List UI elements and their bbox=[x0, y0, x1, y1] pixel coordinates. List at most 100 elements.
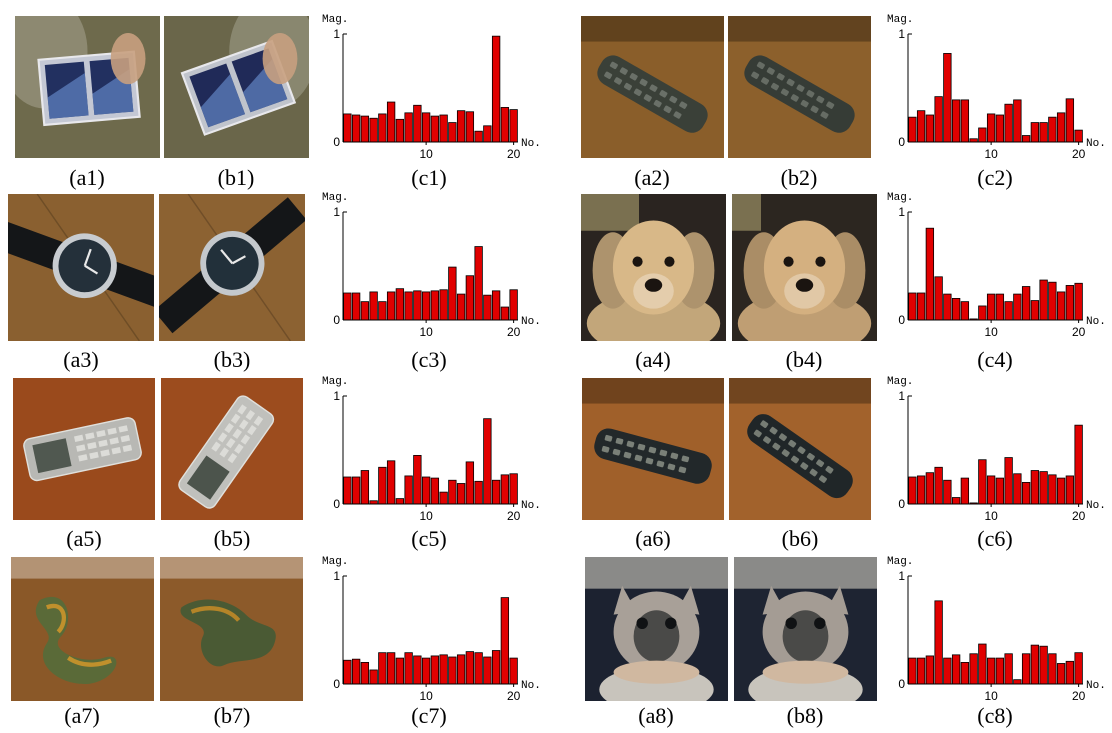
caption-a6: (a6) bbox=[635, 526, 671, 551]
bar-c5-11 bbox=[430, 477, 440, 505]
cat-image bbox=[585, 557, 728, 701]
y-tick-label-1: 1 bbox=[898, 205, 905, 219]
bar-c2-13 bbox=[1013, 99, 1022, 143]
bar-c2-1 bbox=[908, 116, 917, 143]
x-tick-label-20: 20 bbox=[1072, 325, 1086, 339]
caption-c6: (c6) bbox=[977, 526, 1013, 551]
x-tick-label-20: 20 bbox=[1072, 689, 1086, 703]
bar-c2-20 bbox=[1074, 129, 1083, 143]
y-tick-label-1: 1 bbox=[333, 569, 340, 583]
y-tick-label-1: 1 bbox=[898, 27, 905, 41]
caption-b3: (b3) bbox=[213, 347, 251, 372]
bar-c8-16 bbox=[1039, 645, 1048, 685]
bar-c7-11 bbox=[430, 655, 440, 685]
bar-c3-2 bbox=[351, 292, 361, 321]
bar-c2-6 bbox=[951, 99, 961, 143]
x-tick-label-10: 10 bbox=[419, 325, 433, 339]
x-axis-label: No. bbox=[1086, 500, 1106, 512]
bar-c6-5 bbox=[943, 479, 952, 505]
bar-c1-11 bbox=[430, 115, 440, 143]
x-tick-label-20: 20 bbox=[1072, 147, 1086, 161]
bar-c4-3 bbox=[925, 227, 935, 321]
bar-c7-4 bbox=[369, 669, 378, 685]
bar-c1-7 bbox=[395, 118, 405, 143]
bar-c1-8 bbox=[404, 112, 413, 143]
photo-a4 bbox=[581, 194, 726, 341]
bar-c1-18 bbox=[491, 35, 501, 143]
bar-c1-9 bbox=[413, 104, 422, 143]
bar-c5-20 bbox=[509, 473, 518, 505]
bar-c3-14 bbox=[456, 293, 466, 321]
caption-a4: (a4) bbox=[635, 347, 671, 372]
bar-c4-16 bbox=[1039, 279, 1048, 321]
y-tick-label-0: 0 bbox=[898, 135, 905, 149]
x-axis-label: No. bbox=[521, 680, 541, 692]
bar-c3-20 bbox=[509, 289, 518, 321]
bar-c2-11 bbox=[995, 114, 1005, 143]
bar-c4-5 bbox=[943, 293, 952, 321]
card-holder-image bbox=[15, 16, 160, 158]
bar-c7-2 bbox=[351, 658, 361, 685]
cat-image bbox=[734, 557, 877, 701]
bar-c3-9 bbox=[413, 290, 422, 321]
y-axis-label: Mag. bbox=[322, 14, 348, 26]
x-tick-label-20: 20 bbox=[507, 147, 521, 161]
y-axis-label: Mag. bbox=[887, 376, 913, 388]
x-tick-label-10: 10 bbox=[984, 689, 998, 703]
bar-c3-13 bbox=[448, 266, 457, 321]
bar-c5-8 bbox=[404, 475, 413, 505]
mobile-phone-image bbox=[13, 378, 155, 520]
photo-b2 bbox=[728, 16, 871, 158]
bar-c6-4 bbox=[934, 466, 943, 505]
chart-c8: 10 20 0 1 Mag. No. bbox=[885, 552, 1106, 703]
dog-image bbox=[732, 194, 877, 341]
bar-c7-15 bbox=[465, 651, 475, 685]
x-axis-label: No. bbox=[521, 138, 541, 150]
caption-b2: (b2) bbox=[780, 165, 818, 190]
remote-control-image bbox=[729, 378, 871, 520]
bar-c1-13 bbox=[448, 122, 457, 143]
bar-c1-12 bbox=[439, 114, 448, 143]
y-tick-label-0: 0 bbox=[333, 497, 340, 511]
bar-c7-14 bbox=[456, 654, 466, 685]
y-tick-label-0: 0 bbox=[898, 677, 905, 691]
bar-c3-4 bbox=[369, 291, 378, 321]
bar-c4-2 bbox=[916, 292, 926, 321]
bar-c5-10 bbox=[421, 476, 431, 505]
bar-c4-19 bbox=[1065, 285, 1075, 321]
chart-c2: 10 20 0 1 Mag. No. bbox=[885, 10, 1106, 161]
bar-c1-10 bbox=[421, 112, 431, 143]
bar-c2-7 bbox=[960, 99, 970, 143]
caption-a1: (a1) bbox=[69, 165, 105, 190]
bar-c2-19 bbox=[1065, 98, 1075, 143]
photo-b3 bbox=[159, 194, 305, 341]
bar-c5-7 bbox=[395, 498, 405, 505]
wristwatch-image bbox=[159, 194, 305, 341]
bar-c3-15 bbox=[465, 275, 475, 321]
bar-c4-18 bbox=[1056, 291, 1066, 321]
bar-c8-3 bbox=[925, 655, 935, 685]
x-tick-label-10: 10 bbox=[419, 689, 433, 703]
y-axis-label: Mag. bbox=[322, 192, 348, 204]
bar-c6-6 bbox=[951, 497, 961, 505]
bar-c6-20 bbox=[1074, 424, 1083, 505]
caption-b5: (b5) bbox=[213, 526, 251, 551]
y-tick-label-0: 0 bbox=[333, 313, 340, 327]
remote-control-image bbox=[728, 16, 871, 158]
bar-c8-11 bbox=[995, 657, 1005, 685]
toy-image bbox=[160, 557, 303, 701]
bar-c7-17 bbox=[483, 656, 492, 685]
bar-c8-2 bbox=[916, 657, 926, 685]
bar-c7-12 bbox=[439, 654, 448, 685]
remote-control-image bbox=[581, 16, 724, 158]
x-axis-label: No. bbox=[1086, 316, 1106, 328]
chart-c1: 10 20 0 1 Mag. No. bbox=[320, 10, 541, 161]
caption-b1: (b1) bbox=[217, 165, 255, 190]
x-axis-label: No. bbox=[521, 316, 541, 328]
wristwatch-image bbox=[8, 194, 154, 341]
bar-c5-19 bbox=[500, 474, 510, 505]
y-tick-label-1: 1 bbox=[333, 205, 340, 219]
bar-c8-5 bbox=[943, 657, 952, 685]
